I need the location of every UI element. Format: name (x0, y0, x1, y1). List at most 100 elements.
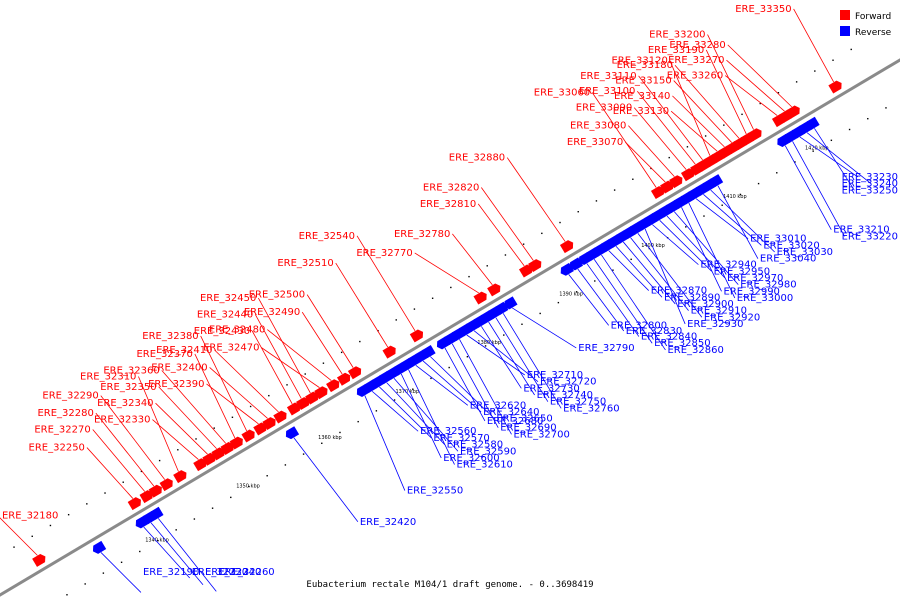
forward-gene-arrow (409, 329, 424, 343)
forward-gene-label: ERE_33130 (613, 106, 669, 117)
reverse-leader-line (371, 390, 419, 432)
reverse-gene-label: ERE_32920 (704, 312, 760, 323)
track-dot (594, 280, 596, 282)
forward-gene-arrow (559, 240, 574, 254)
reverse-gene-label: ERE_33040 (760, 254, 816, 265)
track-dot (777, 91, 780, 94)
track-dot (120, 561, 123, 564)
reverse-leader-line (430, 356, 495, 419)
reverse-leader-line (473, 330, 539, 382)
track-dot (104, 492, 106, 494)
forward-gene-arrow (347, 366, 362, 380)
forward-gene-label: ERE_32810 (420, 199, 476, 210)
track-dot (814, 70, 816, 72)
reverse-gene-label: ERE_32790 (578, 343, 634, 354)
reverse-leader-line (673, 211, 739, 285)
reverse-gene-label: ERE_32800 (611, 320, 667, 331)
reverse-gene-label: ERE_32830 (626, 326, 682, 337)
forward-gene-label: ERE_33100 (579, 86, 635, 97)
reverse-leader-line (157, 518, 217, 592)
forward-gene-label: ERE_32470 (203, 343, 259, 354)
forward-leader-line (356, 235, 416, 332)
track-dot (339, 431, 341, 434)
reverse-gene-label: ERE_32550 (407, 486, 463, 497)
reverse-leader-line (688, 202, 736, 299)
scale-label: 1370 kbp (395, 389, 419, 395)
track-dot (340, 351, 343, 354)
track-dot (375, 410, 378, 412)
forward-gene-label: ERE_32280 (37, 408, 93, 419)
forward-leader-line (707, 34, 754, 130)
track-dot (86, 503, 88, 505)
reverse-leader-line (630, 237, 689, 311)
track-dot (703, 215, 705, 217)
track-dot (448, 366, 450, 369)
reverse-leader-line (710, 189, 775, 253)
forward-gene-label: ERE_32780 (394, 229, 450, 240)
reverse-gene-label: ERE_32190 (143, 567, 199, 578)
track-dot (686, 146, 689, 148)
track-dot (759, 102, 761, 105)
reverse-leader-line (608, 250, 650, 291)
track-dot (484, 345, 487, 347)
reverse-leader-line (695, 198, 749, 239)
track-dot (613, 189, 616, 191)
forward-gene-label: ERE_33350 (735, 4, 791, 15)
track-dot (757, 182, 760, 185)
track-dot (231, 416, 234, 418)
track-dot (31, 535, 33, 538)
forward-leader-line (254, 314, 302, 399)
forward-gene-label: ERE_33200 (649, 30, 705, 41)
reverse-leader-line (784, 145, 832, 230)
forward-gene-label: ERE_33090 (576, 103, 632, 114)
forward-leader-line (261, 347, 320, 388)
track-dot (559, 221, 561, 224)
track-dot (723, 124, 725, 126)
reverse-gene-label: ERE_32260 (218, 567, 274, 578)
forward-gene-label: ERE_33190 (648, 45, 704, 56)
reverse-gene-label: ERE_32860 (667, 345, 723, 356)
track-dot (668, 156, 670, 159)
forward-gene-arrow (326, 379, 340, 393)
reverse-gene-label: ERE_32690 (500, 423, 556, 434)
reverse-leader-line (622, 241, 676, 305)
track-dot (321, 442, 323, 444)
reverse-leader-line (814, 128, 855, 191)
forward-leader-line (673, 80, 733, 143)
scale-label: 1340 kbp (145, 538, 169, 544)
forward-leader-line (506, 157, 566, 242)
forward-gene-label: ERE_32820 (423, 183, 479, 194)
forward-gene-label: ERE_33080 (570, 121, 626, 132)
reverse-leader-line (568, 274, 610, 326)
reverse-gene-label: ERE_33000 (737, 293, 793, 304)
reverse-gene-arrow (806, 116, 820, 130)
legend-forward-swatch (840, 10, 850, 20)
track-dot (13, 546, 15, 548)
reverse-leader-line (100, 552, 142, 593)
track-dot (430, 377, 432, 380)
forward-gene-label: ERE_32180 (2, 510, 58, 521)
reverse-leader-line (615, 245, 663, 298)
reverse-leader-line (400, 373, 442, 459)
forward-leader-line (628, 125, 675, 177)
forward-gene-label: ERE_32500 (249, 290, 305, 301)
reverse-gene-arrow (92, 540, 107, 554)
reverse-leader-line (422, 360, 482, 413)
forward-gene-label: ERE_32270 (34, 425, 90, 436)
forward-leader-line (306, 294, 354, 368)
reverse-leader-line (792, 141, 845, 237)
track-dot (595, 200, 598, 202)
track-dot (268, 394, 270, 397)
forward-leader-line (95, 412, 155, 487)
track-dot (248, 485, 250, 488)
reverse-gene-label: ERE_32910 (691, 306, 747, 317)
genome-backbone (0, 48, 900, 597)
reverse-gene-arrow (150, 506, 164, 520)
track-dot (832, 59, 834, 61)
reverse-leader-line (408, 369, 455, 465)
forward-gene-arrow (336, 372, 351, 386)
track-dot (322, 362, 325, 364)
forward-gene-label: ERE_32440 (197, 309, 253, 320)
forward-leader-line (194, 353, 236, 439)
forward-leader-line (591, 92, 657, 188)
